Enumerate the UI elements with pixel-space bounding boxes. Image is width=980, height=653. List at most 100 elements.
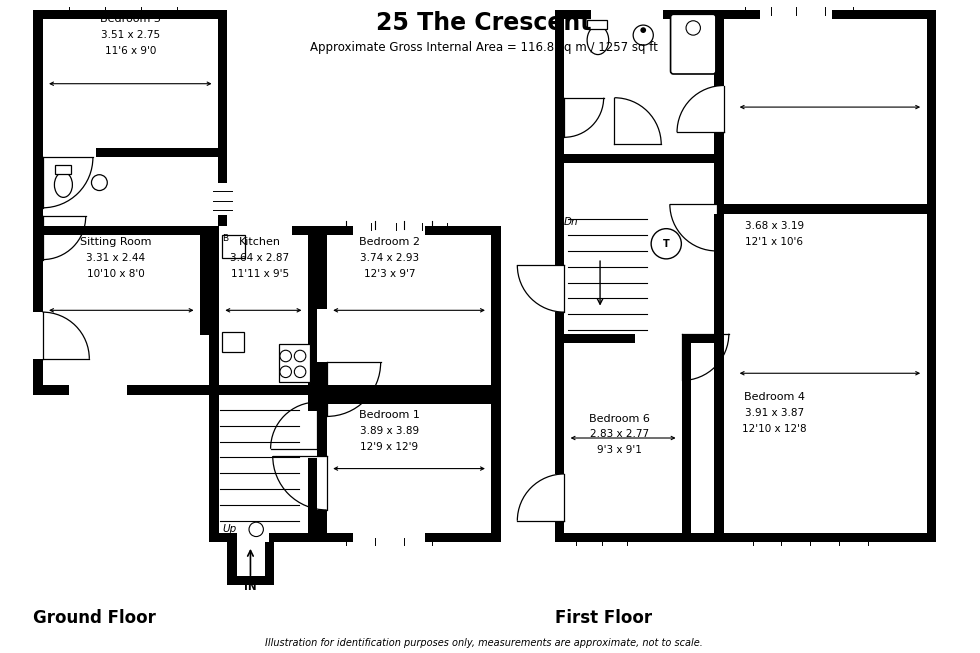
- Text: Kitchen: Kitchen: [239, 237, 281, 247]
- Bar: [555, 334, 724, 343]
- Text: B: B: [222, 234, 228, 244]
- Text: Sitting Room: Sitting Room: [80, 237, 152, 247]
- Bar: [237, 533, 270, 542]
- Bar: [210, 533, 318, 542]
- Text: Illustration for identification purposes only, measurements are approximate, not: Illustration for identification purposes…: [266, 638, 704, 648]
- Bar: [219, 215, 227, 226]
- Text: T: T: [662, 239, 669, 249]
- Text: Up: Up: [222, 524, 236, 534]
- Ellipse shape: [91, 175, 107, 191]
- Bar: [714, 10, 724, 542]
- Bar: [318, 533, 501, 542]
- Circle shape: [249, 522, 264, 537]
- Bar: [33, 157, 42, 226]
- Text: 12'3 x 9'7: 12'3 x 9'7: [364, 269, 416, 279]
- Bar: [219, 183, 227, 215]
- Bar: [555, 10, 564, 542]
- Text: 3.64 x 2.87: 3.64 x 2.87: [230, 253, 289, 263]
- Bar: [33, 385, 210, 395]
- Bar: [33, 148, 227, 157]
- Bar: [210, 385, 318, 395]
- Bar: [219, 395, 255, 404]
- Circle shape: [280, 350, 291, 362]
- Text: Dn: Dn: [564, 217, 579, 227]
- Bar: [102, 14, 108, 20]
- Bar: [278, 345, 310, 382]
- Text: Bedroom 4: Bedroom 4: [744, 392, 805, 402]
- Bar: [245, 226, 292, 235]
- Text: 3.74 x 2.93: 3.74 x 2.93: [360, 253, 418, 263]
- Text: 3.91 x 3.87: 3.91 x 3.87: [745, 408, 804, 418]
- Text: 2.83 x 2.77: 2.83 x 2.77: [590, 430, 649, 439]
- Text: 10'10 x 8'0: 10'10 x 8'0: [87, 269, 145, 279]
- Bar: [927, 10, 936, 542]
- Text: 12'1 x 10'6: 12'1 x 10'6: [745, 236, 804, 247]
- Bar: [587, 20, 608, 29]
- Bar: [222, 235, 245, 258]
- Bar: [55, 165, 71, 174]
- Text: 12'9 x 12'9: 12'9 x 12'9: [361, 441, 418, 452]
- Bar: [318, 385, 501, 395]
- Text: Approximate Gross Internal Area = 116.8 sq m / 1257 sq ft: Approximate Gross Internal Area = 116.8 …: [311, 41, 659, 54]
- Bar: [70, 385, 126, 395]
- Text: 11'6 x 9'0: 11'6 x 9'0: [105, 46, 156, 56]
- Bar: [33, 312, 42, 359]
- Ellipse shape: [55, 172, 73, 197]
- Bar: [33, 226, 42, 395]
- Ellipse shape: [587, 26, 609, 55]
- Bar: [555, 533, 936, 542]
- Bar: [318, 308, 326, 362]
- Bar: [138, 14, 144, 20]
- Bar: [210, 395, 219, 542]
- Bar: [227, 576, 274, 586]
- Text: 3.68 x 3.19: 3.68 x 3.19: [745, 221, 804, 231]
- Bar: [33, 226, 210, 235]
- Text: Bedroom 6: Bedroom 6: [589, 413, 650, 424]
- Bar: [318, 226, 326, 395]
- Bar: [174, 14, 180, 20]
- Ellipse shape: [633, 25, 654, 45]
- Bar: [219, 10, 227, 157]
- Bar: [591, 10, 662, 20]
- Text: Bedroom 2: Bedroom 2: [359, 237, 419, 247]
- Circle shape: [294, 366, 306, 377]
- Bar: [200, 226, 210, 395]
- Circle shape: [651, 229, 681, 259]
- Bar: [33, 10, 42, 157]
- Bar: [318, 456, 326, 510]
- Text: Bedroom 3: Bedroom 3: [100, 14, 161, 24]
- Text: 25 The Crescent: 25 The Crescent: [376, 11, 592, 35]
- Text: 12'10 x 12'8: 12'10 x 12'8: [742, 424, 807, 434]
- Bar: [714, 86, 724, 133]
- Bar: [42, 148, 96, 157]
- Text: 3.89 x 3.89: 3.89 x 3.89: [360, 426, 418, 436]
- Bar: [265, 542, 274, 586]
- Bar: [33, 10, 227, 20]
- Bar: [635, 334, 682, 343]
- Circle shape: [280, 366, 291, 377]
- Bar: [760, 10, 832, 20]
- Bar: [318, 226, 501, 235]
- Text: 9'3 x 9'1: 9'3 x 9'1: [597, 445, 642, 455]
- Bar: [222, 332, 244, 352]
- Bar: [318, 395, 501, 404]
- Text: Ground Floor: Ground Floor: [33, 609, 156, 627]
- Text: First Floor: First Floor: [555, 609, 652, 627]
- Bar: [682, 334, 692, 542]
- Bar: [555, 265, 564, 312]
- Bar: [308, 226, 318, 395]
- Text: Bedroom 1: Bedroom 1: [359, 410, 419, 420]
- FancyBboxPatch shape: [670, 14, 715, 74]
- Bar: [714, 204, 936, 214]
- Bar: [219, 157, 227, 226]
- Bar: [555, 474, 564, 520]
- Bar: [354, 226, 425, 235]
- Bar: [219, 226, 255, 235]
- Bar: [491, 395, 501, 542]
- Circle shape: [294, 350, 306, 362]
- Bar: [67, 14, 73, 20]
- Circle shape: [640, 27, 646, 33]
- Bar: [42, 216, 85, 226]
- Bar: [210, 226, 318, 235]
- Text: 11'11 x 9'5: 11'11 x 9'5: [230, 269, 289, 279]
